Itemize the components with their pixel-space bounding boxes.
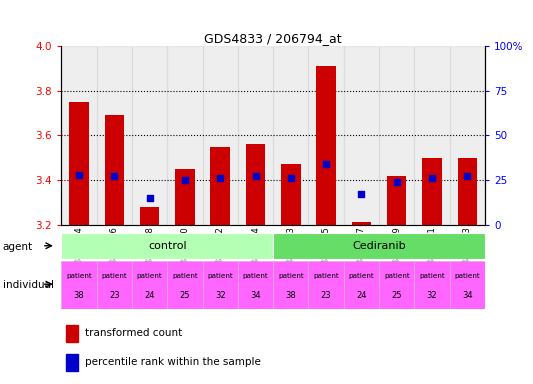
Bar	[379, 261, 415, 309]
Text: 23: 23	[321, 291, 332, 300]
Point	[75, 172, 83, 178]
Bar	[273, 261, 309, 309]
Point	[392, 179, 401, 185]
Bar	[344, 46, 379, 225]
Bar	[422, 158, 442, 225]
Bar	[211, 147, 230, 225]
Text: 34: 34	[462, 291, 473, 300]
Text: 23: 23	[109, 291, 119, 300]
Bar	[66, 354, 78, 371]
Point	[146, 195, 154, 201]
Bar	[167, 261, 203, 309]
Text: patient: patient	[313, 273, 339, 278]
Bar	[61, 46, 96, 225]
Bar	[273, 233, 485, 259]
Bar	[246, 144, 265, 225]
Bar	[132, 261, 167, 309]
Bar	[203, 46, 238, 225]
Point	[287, 175, 295, 181]
Bar	[61, 233, 273, 259]
Bar	[317, 66, 336, 225]
Point	[216, 175, 224, 181]
Text: patient: patient	[66, 273, 92, 278]
Bar	[175, 169, 195, 225]
Point	[110, 173, 118, 179]
Text: patient: patient	[384, 273, 410, 278]
Bar	[387, 175, 407, 225]
Point	[463, 173, 472, 179]
Text: transformed count: transformed count	[85, 328, 182, 338]
Bar	[238, 261, 273, 309]
Bar	[140, 207, 159, 225]
Bar	[415, 261, 450, 309]
Bar	[344, 261, 379, 309]
Text: patient: patient	[172, 273, 198, 278]
Text: patient: patient	[278, 273, 304, 278]
Text: patient: patient	[455, 273, 480, 278]
Text: 38: 38	[286, 291, 296, 300]
Text: 25: 25	[180, 291, 190, 300]
Bar	[132, 46, 167, 225]
Text: patient: patient	[349, 273, 374, 278]
Bar	[203, 261, 238, 309]
Text: patient: patient	[243, 273, 269, 278]
Bar	[167, 46, 203, 225]
Text: individual: individual	[3, 280, 54, 290]
Bar	[96, 46, 132, 225]
Bar	[379, 46, 415, 225]
Bar	[309, 261, 344, 309]
Bar	[450, 261, 485, 309]
Text: agent: agent	[3, 242, 33, 252]
Point	[251, 173, 260, 179]
Point	[322, 161, 330, 167]
Point	[181, 177, 189, 183]
Text: patient: patient	[419, 273, 445, 278]
Text: 32: 32	[215, 291, 225, 300]
Bar	[69, 102, 88, 225]
Bar	[352, 222, 371, 225]
Bar	[415, 46, 450, 225]
Bar	[281, 164, 301, 225]
Text: 34: 34	[250, 291, 261, 300]
Bar	[309, 46, 344, 225]
Bar	[458, 158, 477, 225]
Title: GDS4833 / 206794_at: GDS4833 / 206794_at	[204, 32, 342, 45]
Text: 32: 32	[427, 291, 438, 300]
Point	[428, 175, 437, 181]
Text: 24: 24	[144, 291, 155, 300]
Bar	[104, 115, 124, 225]
Bar	[450, 46, 485, 225]
Text: patient: patient	[207, 273, 233, 278]
Text: patient: patient	[101, 273, 127, 278]
Text: Cediranib: Cediranib	[352, 241, 406, 251]
Point	[357, 191, 366, 197]
Text: patient: patient	[136, 273, 163, 278]
Text: 25: 25	[392, 291, 402, 300]
Text: 24: 24	[356, 291, 367, 300]
Bar	[96, 261, 132, 309]
Bar	[238, 46, 273, 225]
Bar	[273, 46, 309, 225]
Text: percentile rank within the sample: percentile rank within the sample	[85, 358, 261, 367]
Bar	[66, 325, 78, 342]
Text: control: control	[148, 241, 187, 251]
Text: 38: 38	[74, 291, 84, 300]
Bar	[61, 261, 96, 309]
